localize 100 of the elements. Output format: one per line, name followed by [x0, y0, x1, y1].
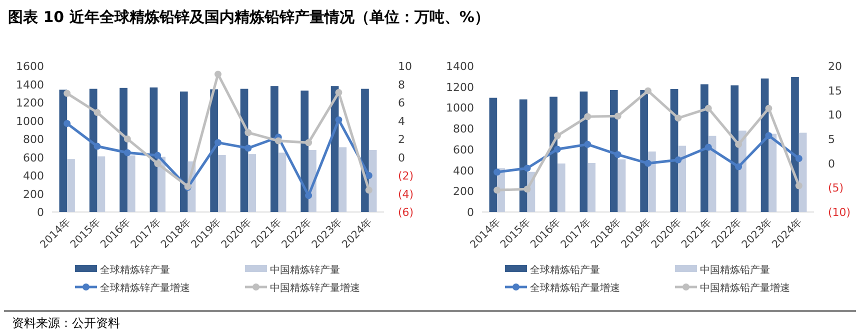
y2-tick-label: 8 — [398, 78, 405, 92]
point — [274, 137, 282, 144]
bar — [300, 90, 309, 212]
y2-tick-label: (10) — [828, 206, 851, 219]
point — [704, 104, 712, 112]
y-tick-label: 600 — [23, 151, 44, 164]
point — [644, 160, 652, 167]
bar — [97, 156, 106, 212]
bar — [557, 164, 566, 212]
point — [94, 142, 101, 150]
y-tick-label: 200 — [23, 188, 44, 201]
bar — [678, 146, 686, 212]
point — [795, 154, 802, 162]
y2-tick-label: (6) — [398, 206, 414, 219]
point — [124, 136, 131, 142]
point — [614, 151, 622, 158]
y-tick-label: 1400 — [16, 78, 44, 92]
point — [305, 192, 312, 200]
y2-tick-label: (4) — [398, 188, 414, 201]
point — [94, 109, 101, 116]
bar — [550, 96, 558, 212]
point — [335, 88, 342, 96]
y-tick-label: 0 — [467, 206, 474, 219]
y-tick-label: 1600 — [16, 60, 44, 73]
y-tick-label: 1000 — [446, 102, 474, 115]
point — [554, 132, 561, 140]
point — [494, 168, 501, 176]
bar — [798, 132, 807, 212]
legend-label: 全球精炼铅产量增速 — [530, 282, 620, 294]
point — [614, 112, 622, 120]
y-tick-label: 200 — [453, 185, 474, 198]
y-tick-label: 400 — [23, 170, 44, 182]
bar — [248, 154, 256, 212]
point — [365, 172, 372, 179]
y-tick-label: 600 — [453, 143, 474, 156]
point — [584, 113, 592, 120]
y-tick-label: 800 — [453, 122, 474, 136]
y-tick-label: 1200 — [446, 80, 474, 94]
bar — [127, 155, 136, 212]
y2-tick-label: 2 — [398, 133, 405, 146]
legend-label: 全球精炼锌产量增速 — [100, 282, 190, 294]
y-tick-label: 400 — [453, 164, 474, 178]
bar — [610, 90, 618, 212]
y2-tick-label: (2) — [398, 170, 414, 182]
y2-tick-label: 15 — [828, 84, 842, 98]
bar — [700, 84, 708, 212]
y-tick-label: 1000 — [16, 114, 44, 128]
text: 资料来源：公开资料 — [12, 316, 120, 330]
point — [584, 140, 592, 148]
bar — [89, 88, 98, 212]
point — [214, 139, 222, 146]
bar — [338, 147, 347, 212]
legend-label: 全球精炼铅产量 — [530, 264, 600, 276]
point — [64, 120, 71, 127]
bar — [368, 150, 377, 212]
bar — [730, 85, 739, 212]
point — [305, 139, 312, 146]
point — [494, 186, 501, 194]
y2-tick-label: 5 — [828, 133, 835, 146]
legend-label: 中国精炼铅产量增速 — [700, 282, 790, 294]
point — [765, 104, 772, 112]
point — [244, 129, 252, 136]
point — [214, 70, 222, 78]
point — [154, 160, 162, 168]
point — [64, 90, 71, 97]
point — [524, 186, 531, 193]
y-tick-label: 0 — [37, 206, 44, 219]
bar — [489, 98, 498, 212]
bar — [640, 90, 648, 212]
bar — [519, 99, 528, 212]
chart-title: 图表 10 近年全球精炼铅锌及国内精炼铅锌产量情况（单位：万吨、%） — [8, 8, 490, 26]
bar — [59, 90, 68, 212]
point — [154, 152, 162, 159]
y2-tick-label: 10 — [398, 60, 412, 73]
point — [674, 156, 682, 164]
bar — [768, 134, 777, 212]
legend-label: 中国精炼铅产量 — [700, 264, 770, 276]
y2-tick-label: 6 — [398, 96, 405, 110]
point — [795, 182, 802, 190]
point — [674, 114, 682, 122]
bar — [588, 162, 596, 212]
point — [554, 146, 561, 153]
bar — [120, 88, 128, 212]
bar — [618, 159, 626, 212]
y-tick-label: 1400 — [446, 60, 474, 73]
point — [124, 149, 131, 156]
point — [704, 144, 712, 151]
bar — [180, 92, 188, 212]
legend-label: 中国精炼锌产量增速 — [270, 282, 360, 294]
bar — [67, 159, 75, 212]
point — [365, 186, 372, 194]
point — [335, 116, 342, 124]
bar — [648, 152, 656, 212]
legend-label: 全球精炼锌产量 — [100, 264, 170, 276]
y2-tick-label: 4 — [398, 114, 405, 128]
point — [524, 164, 531, 172]
bar — [278, 152, 286, 212]
bar — [210, 89, 218, 212]
y2-tick-label: 0 — [398, 151, 405, 164]
legend-label: 中国精炼锌产量 — [270, 264, 340, 276]
